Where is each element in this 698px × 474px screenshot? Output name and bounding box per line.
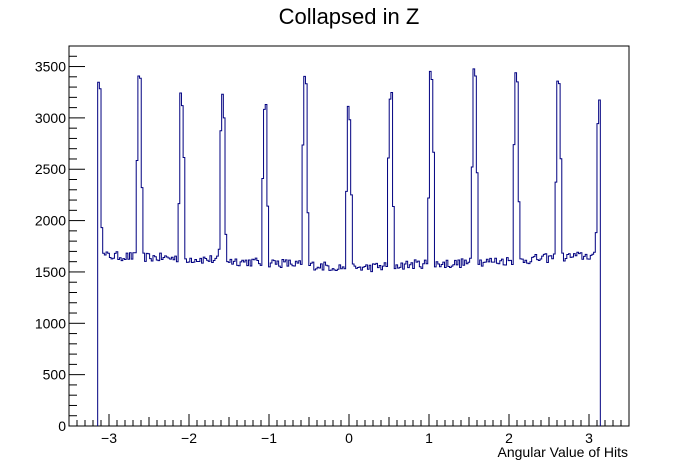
y-tick-label: 3500 (35, 59, 66, 75)
x-tick-label: −2 (181, 430, 197, 446)
x-tick-label: 0 (345, 430, 353, 446)
y-tick-label: 3000 (35, 110, 66, 126)
plot-frame (68, 45, 630, 427)
y-tick-label: 1000 (35, 315, 66, 331)
y-tick-label: 500 (43, 367, 67, 383)
x-tick-label: −1 (261, 430, 277, 446)
x-tick-label: 2 (505, 430, 513, 446)
y-tick-label: 2000 (35, 213, 66, 229)
x-tick-label: 3 (585, 430, 593, 446)
x-axis-title: Angular Value of Hits (498, 444, 628, 460)
chart-title: Collapsed in Z (278, 4, 420, 29)
histogram-series (97, 68, 601, 426)
y-tick-label: 2500 (35, 161, 66, 177)
x-tick-label: −3 (101, 430, 117, 446)
y-tick-label: 1500 (35, 264, 66, 280)
x-tick-label: 1 (425, 430, 433, 446)
y-tick-label: 0 (58, 418, 66, 434)
